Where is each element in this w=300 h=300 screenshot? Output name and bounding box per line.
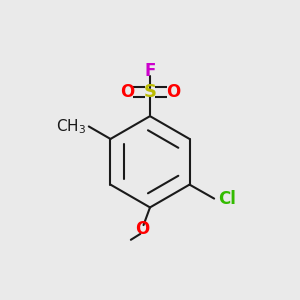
Text: Cl: Cl bbox=[218, 190, 236, 208]
Text: O: O bbox=[136, 220, 150, 238]
Text: O: O bbox=[166, 83, 180, 101]
Text: O: O bbox=[120, 83, 134, 101]
Text: F: F bbox=[144, 62, 156, 80]
Text: S: S bbox=[143, 83, 157, 101]
Text: CH$_3$: CH$_3$ bbox=[56, 117, 86, 136]
